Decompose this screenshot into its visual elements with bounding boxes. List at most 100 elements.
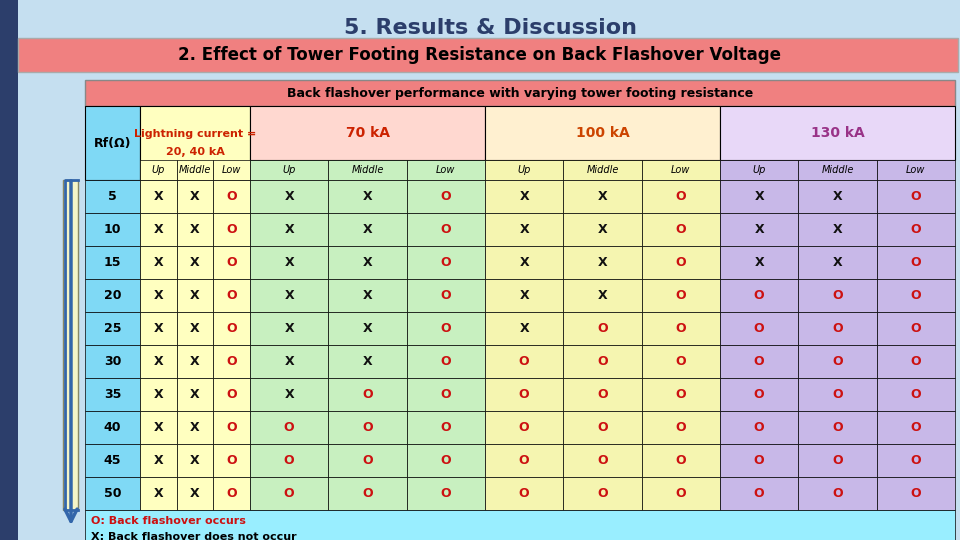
Bar (177, 378, 213, 411)
Bar (177, 160, 213, 180)
Text: Low: Low (436, 165, 456, 175)
Text: 20: 20 (104, 289, 121, 302)
Bar (799, 180, 876, 213)
Text: Low: Low (671, 165, 690, 175)
Bar (328, 345, 407, 378)
Bar (720, 106, 955, 160)
Bar (407, 160, 485, 180)
Text: O: O (676, 322, 686, 335)
Bar (140, 345, 177, 378)
Text: X: X (190, 256, 200, 269)
Bar (213, 180, 250, 213)
Text: X: X (284, 355, 294, 368)
Text: O: O (227, 289, 237, 302)
Text: O: O (597, 388, 608, 401)
Text: O: O (832, 355, 843, 368)
Bar (876, 411, 955, 444)
Bar (407, 279, 485, 312)
Bar (177, 279, 213, 312)
Text: X: X (154, 223, 163, 236)
Bar (799, 477, 876, 510)
Text: X: X (284, 223, 294, 236)
Text: O: O (518, 355, 530, 368)
Bar (213, 345, 250, 378)
Bar (407, 411, 485, 444)
Bar (876, 160, 955, 180)
Text: X: X (154, 190, 163, 203)
Bar (250, 444, 328, 477)
Bar (720, 180, 799, 213)
Bar (85, 345, 140, 378)
Text: O: O (362, 388, 372, 401)
Bar (641, 160, 720, 180)
Text: O: O (284, 421, 295, 434)
Text: O: O (227, 388, 237, 401)
Text: X: X (363, 355, 372, 368)
Text: O: O (910, 256, 922, 269)
Text: X: X (284, 289, 294, 302)
Bar (485, 444, 564, 477)
Bar (85, 246, 140, 279)
Text: X: X (755, 223, 764, 236)
Bar (799, 160, 876, 180)
Text: 130 kA: 130 kA (810, 126, 864, 140)
Bar (18, 38, 958, 72)
Text: O: O (518, 421, 530, 434)
Text: Up: Up (753, 165, 766, 175)
Text: X: X (363, 256, 372, 269)
Text: Low: Low (222, 165, 241, 175)
Bar (407, 444, 485, 477)
Bar (177, 345, 213, 378)
Text: X: X (154, 289, 163, 302)
Text: X: X (519, 223, 529, 236)
Text: X: X (284, 256, 294, 269)
Bar (213, 213, 250, 246)
Bar (564, 477, 641, 510)
Text: Back flashover performance with varying tower footing resistance: Back flashover performance with varying … (287, 86, 754, 99)
Text: X: X (190, 487, 200, 500)
Bar (641, 213, 720, 246)
Text: 50: 50 (104, 487, 121, 500)
Text: X: X (284, 190, 294, 203)
Bar (641, 411, 720, 444)
Bar (799, 378, 876, 411)
Text: O: O (227, 454, 237, 467)
Text: O: O (910, 454, 922, 467)
Text: O: O (910, 190, 922, 203)
Bar (250, 411, 328, 444)
Bar (140, 477, 177, 510)
Bar (720, 312, 799, 345)
Text: O: O (832, 421, 843, 434)
Bar (641, 180, 720, 213)
Bar (250, 477, 328, 510)
Bar (328, 279, 407, 312)
Bar (328, 444, 407, 477)
Text: O: O (518, 454, 530, 467)
Bar (407, 246, 485, 279)
Text: 25: 25 (104, 322, 121, 335)
Bar (876, 279, 955, 312)
Text: Middle: Middle (351, 165, 384, 175)
Bar (641, 345, 720, 378)
Bar (564, 378, 641, 411)
Text: O: O (441, 355, 451, 368)
Bar (213, 411, 250, 444)
Bar (177, 477, 213, 510)
Bar (213, 160, 250, 180)
Bar (641, 312, 720, 345)
Text: 45: 45 (104, 454, 121, 467)
Bar (407, 180, 485, 213)
Text: O: O (910, 322, 922, 335)
Bar (564, 279, 641, 312)
Bar (140, 213, 177, 246)
Text: O: O (754, 289, 764, 302)
Text: Up: Up (517, 165, 531, 175)
Text: O: O (518, 388, 530, 401)
Text: Low: Low (906, 165, 925, 175)
Text: X: X (190, 190, 200, 203)
Text: X: X (190, 322, 200, 335)
Text: X: X (190, 289, 200, 302)
Bar (213, 279, 250, 312)
Bar (140, 160, 177, 180)
Bar (485, 312, 564, 345)
